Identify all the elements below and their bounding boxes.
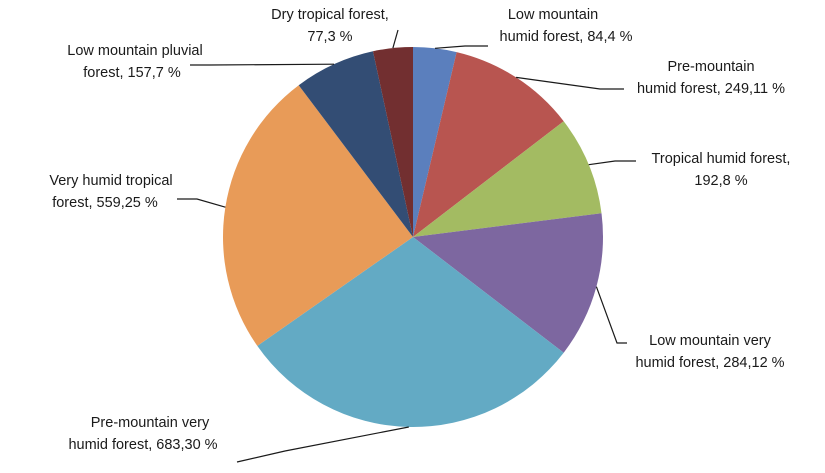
leader-line-2 — [588, 160, 636, 166]
pie-slice-2 — [413, 121, 602, 237]
slice-label-6-line2: forest, 157,7 % — [83, 65, 181, 81]
slice-label-1-line2: humid forest, 249,11 % — [637, 81, 785, 97]
slice-label-2-line1: Tropical humid forest, — [652, 151, 791, 167]
pie-slice-4 — [257, 237, 564, 427]
pie-slices — [223, 47, 604, 427]
pie-slice-3 — [413, 213, 604, 353]
leader-line-4 — [236, 426, 409, 463]
slice-label-3-line1: Low mountain very — [649, 333, 771, 349]
pie-slice-6 — [298, 51, 413, 238]
leader-line-1 — [516, 76, 624, 90]
leader-line-7 — [392, 29, 399, 49]
leader-line-3 — [595, 286, 627, 344]
pie-slice-7 — [372, 47, 413, 237]
slice-labels: Low mountain humid forest, 84,4 % Pre-mo… — [49, 7, 790, 453]
leader-line-5 — [177, 198, 226, 208]
slice-label-5-line1: Very humid tropical — [49, 173, 172, 189]
slice-label-0-line1: Low mountain — [508, 7, 598, 23]
slice-label-2-line2: 192,8 % — [694, 173, 747, 189]
slice-label-4-line2: humid forest, 683,30 % — [68, 437, 217, 453]
slice-label-0-line2: humid forest, 84,4 % — [500, 29, 633, 45]
pie-slice-5 — [223, 85, 413, 346]
leader-lines — [177, 29, 636, 463]
slice-label-5-line2: forest, 559,25 % — [52, 195, 158, 211]
pie-slice-1 — [413, 52, 564, 237]
slice-label-1-line1: Pre-mountain — [667, 59, 754, 75]
leader-line-6 — [190, 63, 335, 66]
slice-label-7-line1: Dry tropical forest, — [271, 7, 389, 23]
slice-label-4-line1: Pre-mountain very — [91, 415, 210, 431]
slice-label-3-line2: humid forest, 284,12 % — [635, 355, 784, 371]
slice-label-6-line1: Low mountain pluvial — [67, 43, 202, 59]
pie-slice-0 — [413, 47, 457, 237]
leader-line-0 — [434, 45, 488, 49]
slice-label-7-line2: 77,3 % — [307, 29, 352, 45]
